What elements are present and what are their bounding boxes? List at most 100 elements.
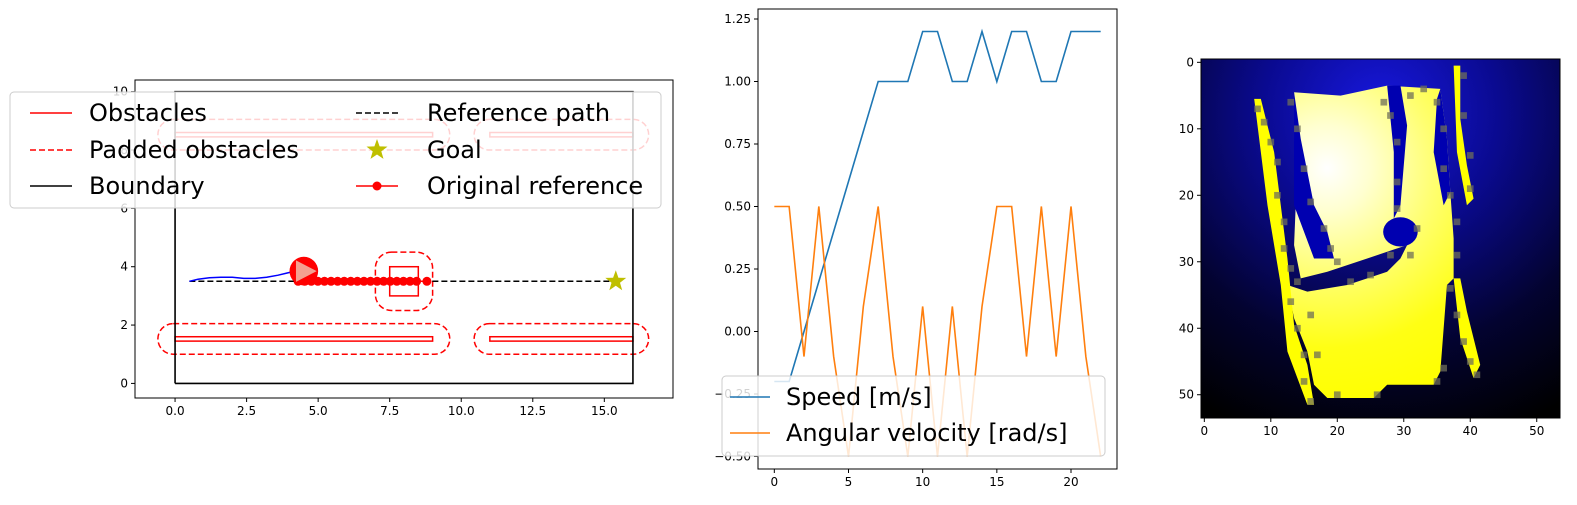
grey-edge-cell — [1440, 125, 1447, 133]
grey-edge-cell — [1387, 251, 1394, 259]
grey-edge-cell — [1393, 178, 1401, 186]
grey-edge-cell — [1393, 205, 1401, 212]
map-x-ticks: 0.0 2.5 5.0 7.5 10.0 12.5 15.0 — [166, 398, 618, 418]
original-reference-point — [319, 276, 329, 286]
x-tick-label: 15.0 — [591, 404, 618, 418]
y-tick-label: 1.25 — [724, 12, 751, 26]
original-reference-point — [366, 276, 376, 286]
map-axes-frame — [134, 79, 674, 399]
grey-edge-cell — [1294, 278, 1301, 286]
grey-edge-cell — [1460, 72, 1467, 79]
grey-edge-cell — [1347, 278, 1354, 286]
y-tick-label: 0.25 — [724, 262, 751, 276]
y-tick-label: 0.50 — [724, 200, 751, 214]
trajectory-line — [189, 270, 296, 283]
grey-edge-cell — [1453, 311, 1461, 319]
grey-edge-cell — [1413, 225, 1421, 232]
robot-heading-arrow — [295, 260, 317, 282]
map-legend: Obstacles Padded obstacles Boundary Referen… — [9, 91, 662, 209]
grey-edge-cell — [1393, 138, 1401, 146]
y-tick-label: 20 — [1179, 188, 1194, 202]
grey-edge-cell — [1440, 165, 1447, 173]
y-tick-label: 2 — [120, 318, 128, 332]
padded-obstacle — [157, 322, 451, 355]
legend-label: Boundary — [89, 172, 205, 200]
original-reference-point — [405, 276, 415, 286]
original-reference-point — [333, 276, 343, 286]
goal-star — [605, 270, 627, 291]
grey-edge-cell — [1287, 98, 1295, 106]
heatmap-cells — [1254, 65, 1481, 405]
map-panel: 0.02.55.07.510.012.515.0 0246810 Obstacl… — [9, 79, 674, 418]
grey-edge-cell — [1453, 218, 1461, 226]
legend-box — [9, 91, 662, 209]
legend-label: Original reference — [427, 172, 643, 200]
grey-edge-cell — [1267, 138, 1275, 146]
grey-edge-cell — [1287, 298, 1295, 305]
grey-edge-cell — [1300, 351, 1308, 359]
legend-handle-goal — [366, 139, 388, 159]
grey-edge-cell — [1294, 324, 1301, 332]
original-reference-point — [346, 276, 356, 286]
grey-edge-cell — [1307, 198, 1315, 206]
original-reference-point — [359, 276, 369, 286]
original-reference-point — [379, 276, 389, 286]
x-tick-label: 20 — [1063, 475, 1078, 489]
grey-edge-cell — [1314, 351, 1321, 359]
grey-edge-cell — [1473, 371, 1481, 379]
grey-edge-cell — [1373, 391, 1381, 399]
x-tick-label: 10 — [1263, 424, 1278, 438]
grey-edge-cell — [1260, 118, 1268, 126]
original-reference-point — [385, 276, 395, 286]
original-reference-point — [392, 276, 402, 286]
grey-edge-cell — [1280, 245, 1288, 252]
grey-edge-cell — [1453, 251, 1461, 259]
grey-edge-cell — [1420, 85, 1428, 93]
grey-edge-cell — [1466, 358, 1474, 365]
grey-edge-cell — [1327, 245, 1334, 252]
grey-edge-cell — [1333, 258, 1341, 266]
original-reference-point — [326, 276, 336, 286]
legend-label: Angular velocity [rad/s] — [786, 419, 1068, 447]
y-tick-label: 1.00 — [724, 75, 751, 89]
x-tick-label: 0.0 — [166, 404, 185, 418]
legend-label: Goal — [427, 136, 482, 164]
x-tick-label: 5 — [845, 475, 853, 489]
grey-edge-cell — [1407, 251, 1414, 259]
y-tick-label: 40 — [1179, 321, 1194, 335]
x-tick-label: 12.5 — [519, 404, 546, 418]
padded-obstacle — [473, 322, 650, 355]
original-reference-point — [412, 276, 422, 286]
velocity-legend: Speed [m/s] Angular velocity [rad/s] — [721, 375, 1106, 457]
grey-edge-cell — [1466, 185, 1474, 192]
original-reference-point — [422, 276, 432, 286]
y-tick-label: 50 — [1179, 388, 1194, 402]
y-tick-label: 30 — [1179, 255, 1194, 269]
x-tick-label: 10 — [915, 475, 930, 489]
original-reference-point — [352, 276, 362, 286]
x-tick-label: 10.0 — [448, 404, 475, 418]
grey-edge-cell — [1380, 98, 1388, 106]
x-tick-label: 30 — [1396, 424, 1411, 438]
grey-edge-cell — [1407, 92, 1414, 99]
grey-edge-cell — [1333, 391, 1341, 399]
x-tick-label: 5.0 — [309, 404, 328, 418]
grey-edge-cell — [1440, 364, 1447, 372]
legend-box — [721, 375, 1106, 457]
x-tick-label: 40 — [1463, 424, 1478, 438]
grey-edge-cell — [1307, 311, 1315, 319]
legend-label: Obstacles — [89, 99, 207, 127]
heatmap-axes-frame — [1200, 58, 1561, 419]
x-tick-label: 0 — [770, 475, 778, 489]
heatmap-panel: 0 10 20 30 40 50 0 10 20 30 40 50 — [1179, 55, 1561, 438]
obstacle — [174, 335, 434, 342]
grey-edge-cell — [1460, 338, 1467, 345]
obstacle — [489, 335, 634, 342]
legend-label: Speed [m/s] — [786, 383, 932, 411]
grey-edge-cell — [1466, 152, 1474, 159]
free-space-strip — [1453, 65, 1474, 206]
x-tick-label: 20 — [1330, 424, 1345, 438]
grey-edge-cell — [1300, 378, 1308, 385]
